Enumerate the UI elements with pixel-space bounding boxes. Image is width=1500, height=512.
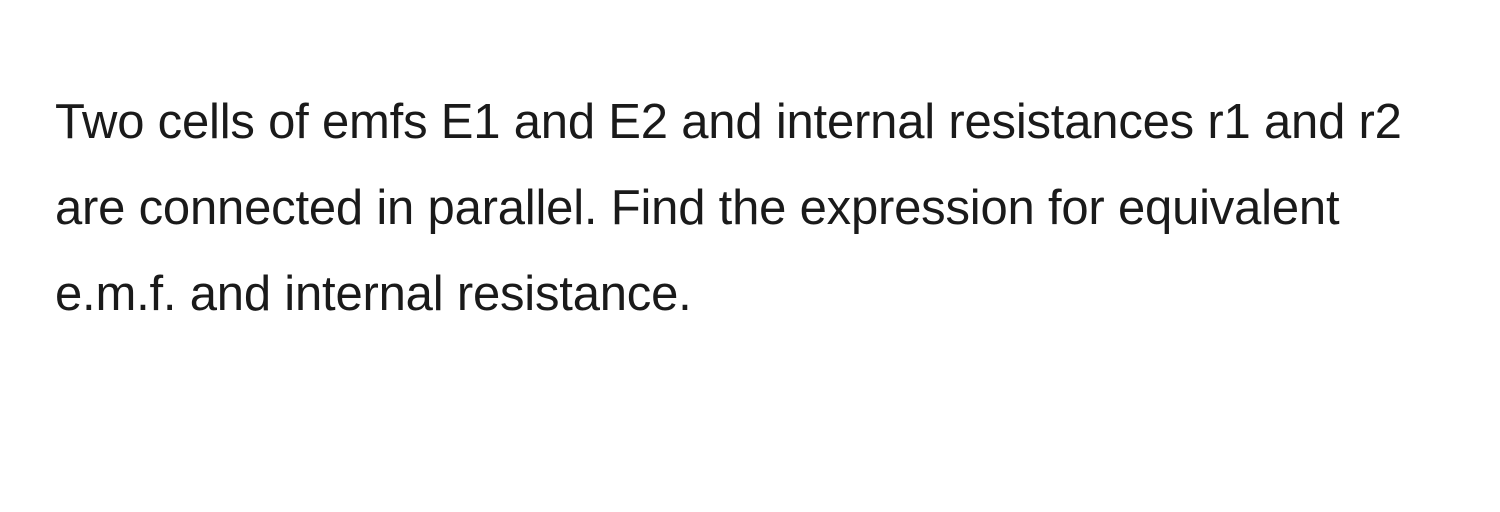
question-text: Two cells of emfs E1 and E2 and internal… <box>55 80 1435 337</box>
